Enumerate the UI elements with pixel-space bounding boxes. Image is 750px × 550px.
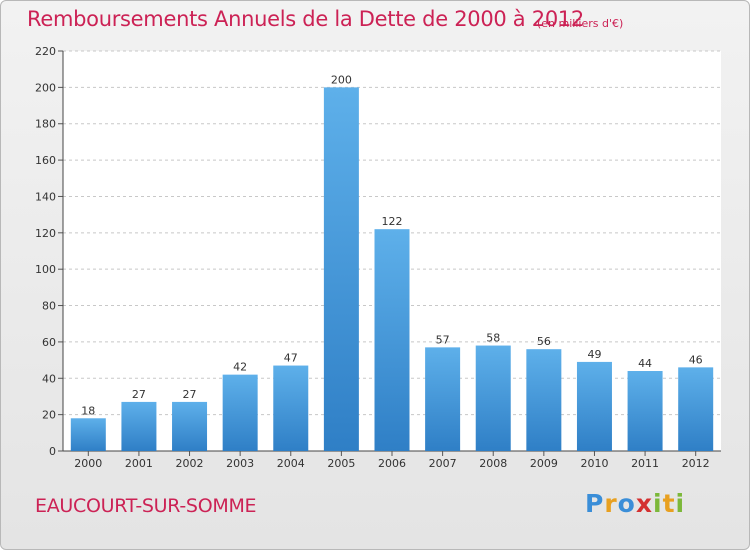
y-tick-label: 0 bbox=[49, 445, 56, 458]
bar bbox=[576, 361, 612, 451]
y-tick-label: 20 bbox=[42, 409, 56, 422]
commune-name: EAUCOURT-SUR-SOMME bbox=[35, 495, 257, 517]
logo-letter: o bbox=[617, 489, 636, 518]
x-tick-label: 2007 bbox=[429, 457, 457, 470]
chart-unit: (en milliers d'€) bbox=[537, 17, 624, 30]
x-tick-label: 2002 bbox=[176, 457, 204, 470]
x-tick-label: 2005 bbox=[327, 457, 355, 470]
x-tick-label: 2010 bbox=[580, 457, 608, 470]
bar-value-label: 47 bbox=[284, 352, 298, 365]
bar-value-label: 122 bbox=[382, 215, 403, 228]
bar bbox=[678, 367, 714, 451]
bar-value-label: 58 bbox=[486, 332, 500, 345]
bar-value-label: 42 bbox=[233, 361, 247, 374]
bar bbox=[425, 347, 461, 451]
bar-value-label: 200 bbox=[331, 73, 352, 86]
y-tick-label: 200 bbox=[35, 81, 56, 94]
y-tick-label: 160 bbox=[35, 154, 56, 167]
bar bbox=[627, 371, 663, 451]
logo-letter: i bbox=[675, 489, 686, 518]
bar bbox=[273, 365, 309, 451]
bar bbox=[323, 87, 359, 451]
x-tick-label: 2011 bbox=[631, 457, 659, 470]
bar-value-label: 46 bbox=[689, 353, 703, 366]
bar-value-label: 57 bbox=[436, 333, 450, 346]
bar-value-label: 49 bbox=[587, 348, 601, 361]
bar bbox=[374, 229, 410, 451]
bar bbox=[121, 401, 157, 451]
x-tick-label: 2003 bbox=[226, 457, 254, 470]
logo-letter: P bbox=[585, 489, 605, 518]
bar bbox=[222, 374, 258, 451]
y-tick-label: 60 bbox=[42, 336, 56, 349]
bar bbox=[475, 345, 511, 451]
y-tick-label: 80 bbox=[42, 300, 56, 313]
x-tick-label: 2001 bbox=[125, 457, 153, 470]
y-tick-label: 220 bbox=[35, 45, 56, 58]
x-tick-label: 2008 bbox=[479, 457, 507, 470]
x-tick-label: 2006 bbox=[378, 457, 406, 470]
bar bbox=[172, 401, 208, 451]
x-tick-label: 2000 bbox=[74, 457, 102, 470]
bar-value-label: 18 bbox=[81, 404, 95, 417]
x-tick-label: 2012 bbox=[682, 457, 710, 470]
logo-letter: x bbox=[635, 489, 653, 518]
logo-letter: r bbox=[604, 489, 618, 518]
bar-value-label: 56 bbox=[537, 335, 551, 348]
logo-letter: i bbox=[653, 489, 663, 518]
logo-letter: t bbox=[662, 489, 676, 518]
bar bbox=[70, 418, 106, 451]
bar-value-label: 27 bbox=[183, 388, 197, 401]
chart-title: Remboursements Annuels de la Dette de 20… bbox=[27, 7, 584, 31]
y-tick-label: 180 bbox=[35, 118, 56, 131]
bar-value-label: 27 bbox=[132, 388, 146, 401]
proxiti-logo[interactable]: Proxiti bbox=[585, 489, 685, 518]
bar bbox=[526, 349, 562, 451]
x-tick-label: 2009 bbox=[530, 457, 558, 470]
y-tick-label: 40 bbox=[42, 372, 56, 385]
y-tick-label: 100 bbox=[35, 263, 56, 276]
bar-value-label: 44 bbox=[638, 357, 652, 370]
x-tick-label: 2004 bbox=[277, 457, 305, 470]
y-tick-label: 120 bbox=[35, 227, 56, 240]
y-tick-label: 140 bbox=[35, 190, 56, 203]
